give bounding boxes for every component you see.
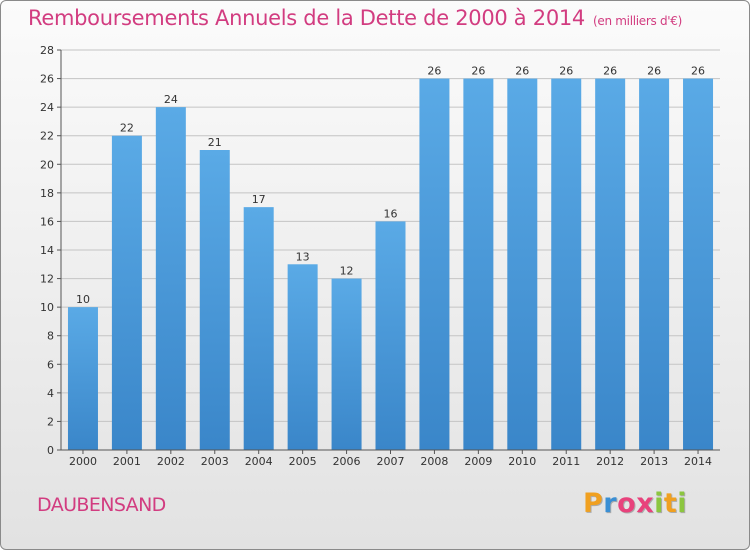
bar-2004 [243, 207, 274, 450]
bar-2001 [111, 135, 142, 450]
x-tick-label: 2012 [596, 455, 624, 468]
x-tick-label: 2006 [333, 455, 361, 468]
bar-2002 [155, 107, 186, 451]
y-tick-label: 28 [40, 44, 54, 57]
bar-2013 [639, 78, 670, 451]
bar-value-label: 26 [603, 65, 617, 78]
y-tick-label: 8 [47, 330, 54, 343]
bar-value-label: 26 [691, 65, 705, 78]
bar-value-label: 10 [76, 293, 90, 306]
x-tick-label: 2007 [377, 455, 405, 468]
bar-value-label: 26 [647, 65, 661, 78]
chart-title: Remboursements Annuels de la Dette de 20… [28, 6, 682, 30]
x-tick-label: 2004 [245, 455, 273, 468]
x-tick-label: 2001 [113, 455, 141, 468]
logo-letter: x [636, 488, 655, 519]
bar-value-label: 21 [208, 136, 222, 149]
bar-2011 [551, 78, 582, 451]
y-tick-label: 0 [47, 444, 54, 457]
x-tick-label: 2014 [684, 455, 712, 468]
x-tick-label: 2000 [69, 455, 97, 468]
x-tick-label: 2010 [508, 455, 536, 468]
bar-2000 [67, 307, 98, 450]
bar-value-label: 26 [559, 65, 573, 78]
bar-2005 [287, 264, 318, 450]
proxiti-logo: Proxiti [583, 488, 687, 519]
x-tick-label: 2013 [640, 455, 668, 468]
logo-letter: t [663, 488, 678, 519]
y-tick-label: 22 [40, 130, 54, 143]
y-tick-label: 4 [47, 387, 54, 400]
x-tick-label: 2002 [157, 455, 185, 468]
y-tick-label: 2 [47, 415, 54, 428]
bar-2008 [419, 78, 450, 451]
bar-value-label: 22 [120, 122, 134, 135]
place-name: DAUBENSAND [37, 494, 166, 516]
bar-2007 [375, 221, 406, 450]
bar-value-label: 24 [164, 93, 178, 106]
chart-unit-label: (en milliers d'€) [593, 14, 683, 28]
y-tick-label: 24 [40, 101, 54, 114]
logo-letter: i [677, 488, 688, 519]
logo-letter: P [583, 488, 604, 519]
bar-value-label: 26 [515, 65, 529, 78]
bar-value-label: 26 [427, 65, 441, 78]
bar-2006 [331, 278, 362, 450]
bar-value-label: 12 [340, 265, 354, 278]
x-tick-label: 2011 [552, 455, 580, 468]
y-tick-label: 10 [40, 301, 54, 314]
x-tick-label: 2009 [464, 455, 492, 468]
y-tick-label: 20 [40, 158, 54, 171]
y-tick-label: 14 [40, 244, 54, 257]
axes [57, 49, 720, 454]
bar-value-label: 13 [296, 250, 310, 263]
x-tick-label: 2003 [201, 455, 229, 468]
y-tick-label: 12 [40, 273, 54, 286]
y-tick-label: 6 [47, 358, 54, 371]
chart-title-text: Remboursements Annuels de la Dette de 20… [28, 6, 585, 30]
y-tick-label: 26 [40, 73, 54, 86]
bar-2012 [595, 78, 626, 451]
x-tick-label: 2005 [289, 455, 317, 468]
x-tick-label: 2008 [420, 455, 448, 468]
logo-letter: o [617, 488, 637, 519]
bar-2009 [463, 78, 494, 451]
bar-value-label: 26 [471, 65, 485, 78]
y-tick-label: 18 [40, 187, 54, 200]
y-tick-label: 16 [40, 215, 54, 228]
bar-value-label: 16 [384, 207, 398, 220]
logo-letter: r [603, 488, 618, 519]
bar-2003 [199, 150, 230, 450]
labels: 0246810121416182022242628102000222001242… [40, 44, 712, 468]
bars [67, 78, 714, 451]
bar-2014 [683, 78, 714, 451]
logo-letter: i [654, 488, 664, 519]
bar-value-label: 17 [252, 193, 266, 206]
bar-2010 [507, 78, 538, 451]
